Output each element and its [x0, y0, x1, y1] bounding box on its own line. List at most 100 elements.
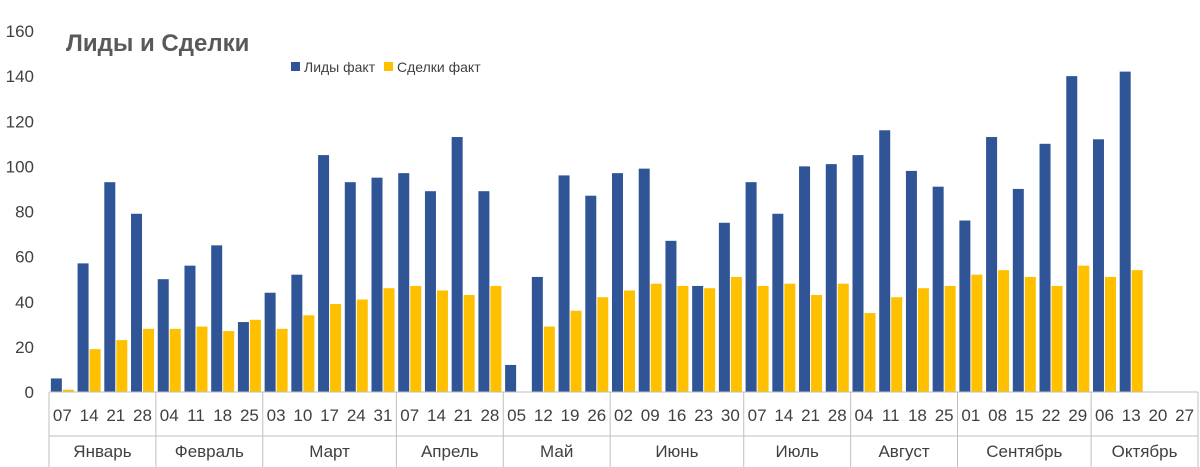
bar-deals	[436, 290, 448, 392]
bar-deals	[1131, 270, 1143, 392]
bar-leads	[558, 175, 570, 392]
bar-leads	[211, 245, 223, 392]
bar-leads	[505, 364, 517, 392]
bar-deals	[1078, 265, 1090, 392]
y-tick-label: 80	[15, 203, 34, 222]
x-tick-label: 15	[1015, 406, 1034, 425]
bar-leads	[852, 155, 864, 392]
x-tick-label: 14	[427, 406, 446, 425]
month-label: Апрель	[421, 442, 479, 461]
x-tick-label: 30	[721, 406, 740, 425]
bar-deals	[303, 315, 315, 392]
bar-deals	[917, 288, 929, 392]
y-axis: 0 20 40 60 80 100 120 140 160	[6, 22, 34, 402]
bar-deals	[1051, 285, 1063, 392]
bar-leads	[237, 322, 249, 392]
x-tick-label: 25	[935, 406, 954, 425]
month-label: Май	[540, 442, 573, 461]
x-tick-label: 03	[267, 406, 286, 425]
month-label: Октябрь	[1112, 442, 1178, 461]
bar-deals	[223, 331, 235, 392]
bar-leads	[585, 195, 597, 392]
bar-leads	[131, 213, 143, 392]
x-axis: 07 14 21 28 04 11 18 25 03 10 17 24 31 07 14 21 28 05 12 19…	[48, 391, 1199, 467]
bar-leads	[959, 220, 971, 392]
x-tick-label: 11	[187, 406, 205, 425]
bar-deals	[944, 285, 956, 392]
bar-deals	[143, 328, 155, 392]
bar-leads	[478, 191, 490, 392]
bar-deals	[597, 297, 609, 392]
x-tick-label: 10	[293, 406, 312, 425]
bar-deals	[891, 297, 903, 392]
x-tick-label: 29	[1068, 406, 1087, 425]
bar-leads	[371, 177, 383, 392]
y-tick-label: 160	[6, 22, 34, 41]
bar-leads	[1012, 188, 1024, 392]
bar-leads	[398, 173, 410, 392]
bar-leads	[1119, 71, 1131, 393]
x-tick-label: 27	[1175, 406, 1194, 425]
x-tick-label: 14	[774, 406, 793, 425]
month-label: Январь	[73, 442, 131, 461]
legend: Лиды факт Сделки факт	[291, 59, 481, 75]
y-tick-label: 40	[15, 293, 34, 312]
x-tick-label: 07	[748, 406, 767, 425]
bar-leads	[1092, 139, 1104, 392]
bar-leads	[718, 222, 730, 392]
bar-deals	[624, 290, 635, 392]
x-tick-label: 13	[1122, 406, 1141, 425]
x-tick-label: 28	[480, 406, 499, 425]
bar-deals	[784, 283, 796, 392]
x-tick-label: 11	[882, 406, 900, 425]
month-label: Февраль	[175, 442, 244, 461]
bar-leads	[772, 213, 784, 392]
bar-deals	[570, 310, 582, 392]
legend-swatch-leads	[291, 62, 300, 71]
bar-deals	[116, 340, 128, 392]
bar-leads	[531, 276, 543, 392]
bar-leads	[157, 279, 169, 392]
x-tick-label: 18	[213, 406, 232, 425]
bar-deals	[811, 294, 823, 392]
bar-deals	[864, 313, 876, 392]
x-tick-label: 28	[828, 406, 847, 425]
x-tick-label: 16	[667, 406, 686, 425]
legend-label-deals: Сделки факт	[397, 59, 481, 75]
x-tick-label: 21	[801, 406, 820, 425]
month-label: Сентябрь	[986, 442, 1062, 461]
bar-deals	[463, 294, 475, 392]
bar-leads	[905, 170, 917, 392]
x-tick-label: 04	[160, 406, 179, 425]
month-label: Июнь	[655, 442, 698, 461]
bars	[50, 71, 1143, 393]
x-tick-label: 21	[454, 406, 473, 425]
x-tick-label: 25	[240, 406, 259, 425]
bar-leads	[50, 378, 62, 392]
x-tick-label: 22	[1042, 406, 1061, 425]
bar-deals	[196, 326, 208, 392]
bar-deals	[330, 304, 342, 392]
bar-deals	[730, 276, 742, 392]
bar-leads	[665, 240, 677, 392]
x-tick-label: 09	[641, 406, 660, 425]
x-tick-label: 17	[320, 406, 339, 425]
x-tick-label: 18	[908, 406, 927, 425]
x-tick-label: 28	[133, 406, 152, 425]
bar-leads	[745, 182, 757, 392]
bar-leads	[932, 186, 944, 392]
month-label: Июль	[776, 442, 820, 461]
x-tick-label: 02	[614, 406, 633, 425]
bar-deals	[1104, 276, 1116, 392]
x-tick-label: 31	[374, 406, 393, 425]
bar-deals	[757, 285, 769, 392]
y-tick-label: 100	[6, 157, 34, 176]
legend-label-leads: Лиды факт	[304, 59, 376, 75]
bar-deals	[276, 328, 288, 392]
x-tick-label: 08	[988, 406, 1007, 425]
bar-leads	[77, 263, 89, 392]
bar-leads	[879, 130, 891, 392]
bar-deals	[998, 270, 1010, 392]
y-tick-label: 140	[6, 67, 34, 86]
